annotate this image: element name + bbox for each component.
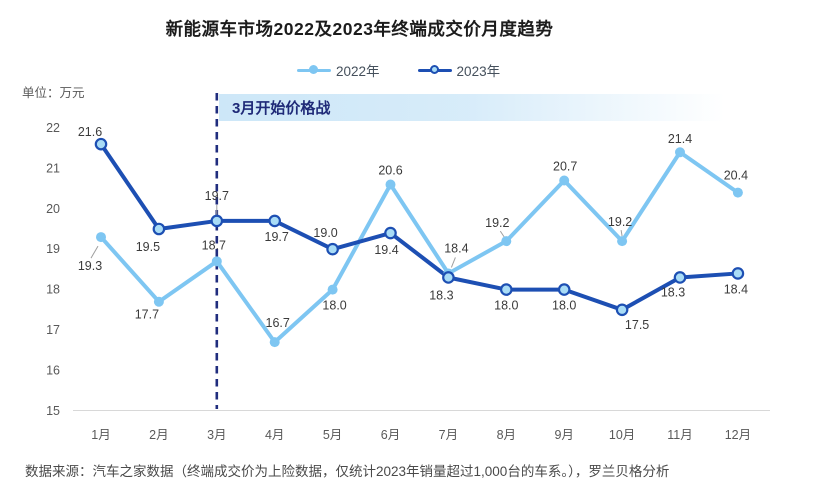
x-tick-label: 9月 (554, 428, 573, 442)
series-line-2022年 (99, 150, 740, 345)
price-war-annotation: 3月开始价格战 (232, 100, 331, 117)
data-label-2022年: 16.7 (266, 316, 290, 330)
data-label-2023年: 19.7 (205, 189, 229, 203)
price-war-banner: 3月开始价格战 (219, 94, 769, 121)
data-label-2022年: 18.0 (322, 299, 346, 313)
y-tick-label: 17 (46, 323, 60, 337)
marker-2022年 (269, 337, 280, 348)
marker-2023年 (499, 283, 513, 296)
data-label-2023年: 18.3 (661, 285, 685, 299)
legend-label-2022: 2022年 (336, 64, 380, 79)
data-label-2022年: 21.4 (668, 132, 692, 146)
marker-2023年 (210, 214, 224, 228)
marker-2022年 (732, 187, 743, 198)
data-label-2023年: 19.7 (265, 230, 289, 244)
data-label-2022年: 19.3 (78, 259, 102, 273)
label-leader-line (499, 230, 505, 238)
data-label-2023年: 18.4 (724, 282, 748, 296)
label-leader-line (620, 230, 623, 237)
label-leader-line (450, 257, 456, 268)
y-tick-label: 20 (46, 202, 60, 216)
data-label-2023年: 19.0 (313, 226, 337, 240)
marker-2023年 (152, 222, 166, 236)
x-tick-label: 10月 (609, 428, 635, 442)
marker-2023年 (731, 267, 745, 280)
data-label-2023年: 17.5 (625, 318, 649, 332)
marker-2022年 (501, 236, 512, 247)
legend-item-2023: 2023年 (417, 60, 501, 80)
marker-2023年 (268, 214, 281, 228)
series-swatch-icon (297, 64, 331, 76)
y-axis-unit-label: 单位：万元 (22, 86, 85, 100)
y-tick-label: 19 (46, 242, 60, 256)
x-tick-label: 8月 (497, 428, 516, 442)
marker-2023年 (94, 137, 108, 151)
label-leader-line (90, 245, 99, 259)
data-label-2023年: 18.0 (494, 299, 518, 313)
series-line-2023年 (99, 142, 740, 312)
y-tick-label: 22 (46, 121, 60, 135)
data-label-2022年: 18.4 (444, 241, 468, 255)
marker-2023年 (442, 271, 455, 284)
marker-2022年 (559, 175, 570, 186)
x-tick-label: 5月 (323, 428, 342, 442)
x-tick-label: 7月 (439, 428, 458, 442)
data-label-2022年: 17.7 (135, 308, 159, 322)
marker-2022年 (153, 296, 164, 307)
data-label-2023年: 18.0 (552, 299, 576, 313)
x-tick-label: 2月 (149, 428, 168, 442)
data-label-2023年: 18.3 (429, 288, 453, 302)
marker-2023年 (384, 226, 397, 240)
page-title: 新能源车市场2022及2023年终端成交价月度趋势 (165, 19, 554, 39)
marker-2022年 (96, 232, 106, 243)
marker-2022年 (675, 147, 685, 158)
chart-legend: 2022年 2023年 (297, 60, 500, 80)
x-tick-label: 12月 (725, 428, 751, 442)
data-label-2022年: 19.2 (608, 215, 632, 229)
legend-label-2023: 2023年 (456, 64, 501, 79)
marker-2022年 (617, 236, 628, 247)
data-label-2022年: 20.4 (724, 169, 748, 183)
x-tick-label: 6月 (381, 428, 400, 442)
x-tick-label: 11月 (667, 428, 692, 442)
data-label-2023年: 19.4 (374, 243, 398, 257)
y-tick-label: 16 (46, 363, 60, 377)
x-tick-label: 3月 (207, 428, 226, 442)
legend-item-2022: 2022年 (297, 60, 380, 80)
series-swatch-icon (417, 64, 452, 76)
y-tick-label: 18 (46, 283, 60, 297)
y-tick-label: 15 (46, 404, 60, 418)
marker-2022年 (385, 179, 396, 190)
data-label-2022年: 20.7 (553, 160, 577, 174)
marker-2022年 (211, 256, 222, 267)
data-label-2022年: 19.2 (485, 216, 509, 230)
marker-2023年 (673, 271, 687, 284)
data-source-note: 数据来源：汽车之家数据（终端成交价为上险数据，仅统计2023年销量超过1,000… (25, 464, 670, 479)
marker-2023年 (326, 242, 339, 256)
data-label-2023年: 19.5 (136, 240, 160, 254)
marker-2022年 (327, 284, 338, 295)
y-tick-label: 21 (46, 161, 60, 175)
x-tick-label: 1月 (91, 428, 110, 442)
data-label-2022年: 20.6 (378, 164, 402, 178)
marker-2023年 (557, 283, 571, 296)
x-tick-label: 4月 (265, 428, 284, 442)
marker-2023年 (615, 303, 629, 317)
data-label-2022年: 18.7 (202, 238, 226, 252)
data-label-2023年: 21.6 (78, 125, 102, 139)
